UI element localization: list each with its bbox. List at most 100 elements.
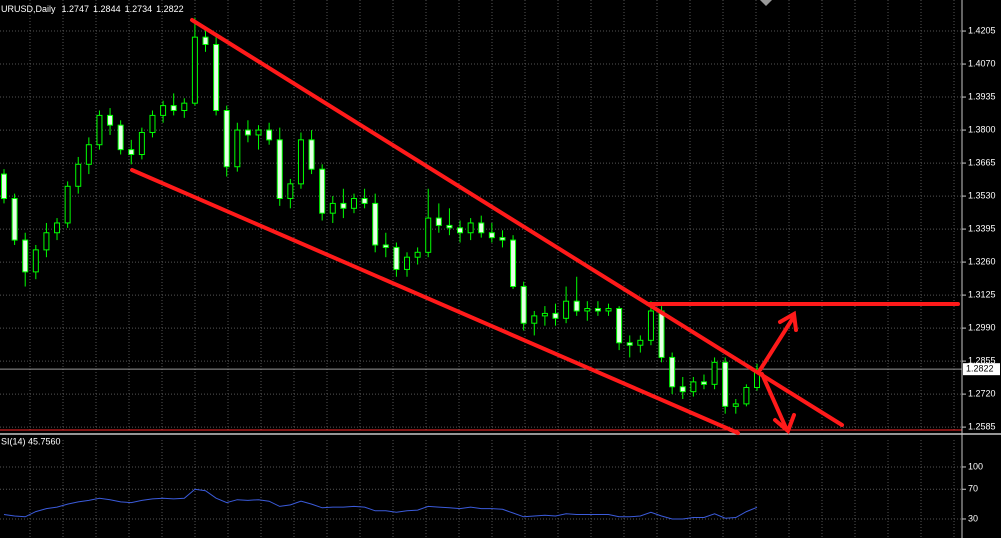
candle-body (297, 139, 304, 185)
candle-body (382, 244, 389, 248)
candle-body (626, 342, 633, 346)
candle-body (722, 361, 729, 407)
candle-body (276, 139, 283, 200)
candle-body (700, 381, 707, 385)
candle-body (202, 36, 209, 45)
arrow-up-head (778, 310, 798, 332)
candle-body (425, 217, 432, 253)
candle-body (616, 308, 623, 344)
candle-body (117, 124, 124, 151)
y-tick-label: 1.3395 (968, 223, 996, 233)
candle-body (499, 237, 506, 241)
shift-marker (760, 0, 772, 6)
candle-body (594, 308, 601, 312)
candle-body (319, 168, 326, 214)
candle-body (244, 129, 251, 136)
candle-body (149, 114, 156, 134)
candle-body (96, 114, 103, 146)
candle-body (393, 246, 400, 270)
lower-trendline (130, 168, 740, 435)
candle-body (541, 312, 548, 317)
candle-body (669, 356, 676, 388)
arrow-up (758, 316, 795, 372)
candle-body (520, 286, 527, 324)
candle-body (435, 217, 442, 226)
candle-body (457, 227, 464, 234)
candle-body (1, 173, 7, 200)
y-tick-label: 1.2855 (968, 355, 996, 365)
upper-trendline (190, 18, 844, 427)
candle-body (266, 129, 273, 141)
open-value: 1.2747 (62, 4, 90, 14)
arrow-down-head (773, 413, 796, 435)
candle-body (711, 361, 718, 385)
y-tick-label: 1.3125 (968, 289, 996, 299)
y-tick-label: 1.3665 (968, 157, 996, 167)
candle-body (361, 198, 368, 204)
candle-body (191, 36, 198, 104)
candle-body (64, 185, 71, 224)
candle-body (329, 202, 336, 214)
candle-body (478, 222, 485, 234)
chart-header: URUSD,Daily 1.2747 1.2844 1.2734 1.2822 (1, 4, 184, 14)
marks (0, 17, 962, 520)
candle-body (75, 163, 82, 187)
candle-body (22, 239, 29, 273)
candle-body (181, 102, 188, 112)
candle-body (584, 308, 591, 312)
rsi-tick-label: 70 (968, 484, 978, 494)
y-tick-label: 1.3530 (968, 190, 996, 200)
candle-body (563, 300, 570, 319)
candle-body (658, 310, 665, 358)
candle-body (690, 381, 697, 393)
candle-body (679, 386, 686, 393)
candle-body (170, 105, 177, 112)
candle-body (138, 132, 145, 156)
candle-body (107, 114, 114, 126)
candle-body (488, 232, 495, 239)
symbol-title: URUSD,Daily (1, 4, 56, 14)
rsi-title: SI(14) 45.7560 (1, 436, 61, 446)
candle-body (605, 308, 612, 312)
candle-body (350, 198, 357, 209)
candle-body (404, 256, 411, 270)
candle-body (223, 110, 230, 168)
candle-body (647, 310, 654, 341)
candle-body (637, 339, 644, 346)
y-tick-label: 1.2990 (968, 322, 996, 332)
rsi-tick-label: 30 (968, 513, 978, 523)
y-tick-label: 1.3935 (968, 91, 996, 101)
candle-body (32, 249, 39, 273)
candle-body (552, 312, 559, 319)
candle-body (414, 251, 421, 258)
rsi-tick-label: 100 (968, 461, 983, 471)
candle-body (287, 183, 294, 200)
candle-body (160, 105, 167, 116)
candle-body (234, 129, 241, 168)
current-price-box (963, 363, 1000, 376)
candle-body (213, 43, 220, 112)
candle-body (85, 144, 92, 165)
annotations (130, 18, 960, 435)
current-price-label: 1.2822 (966, 364, 994, 374)
y-tick-label: 1.2720 (968, 388, 996, 398)
candle-body (510, 239, 517, 288)
y-tick-label: 1.4205 (968, 25, 996, 35)
arrow-down (760, 372, 788, 430)
candle-body (754, 368, 760, 389)
candle-body (340, 202, 347, 209)
close-value: 1.2822 (156, 4, 184, 14)
candle-body (308, 139, 315, 170)
y-tick-label: 1.3260 (968, 256, 996, 266)
y-tick-label: 1.4070 (968, 58, 996, 68)
candle-body (128, 149, 135, 156)
candle-body (54, 222, 61, 234)
candle-body (11, 198, 18, 241)
candle-body (372, 202, 379, 246)
rsi-line (3, 488, 758, 520)
candle-body (43, 232, 50, 251)
candle-body (467, 222, 474, 234)
candle-body (573, 300, 580, 312)
grid (0, 0, 962, 538)
